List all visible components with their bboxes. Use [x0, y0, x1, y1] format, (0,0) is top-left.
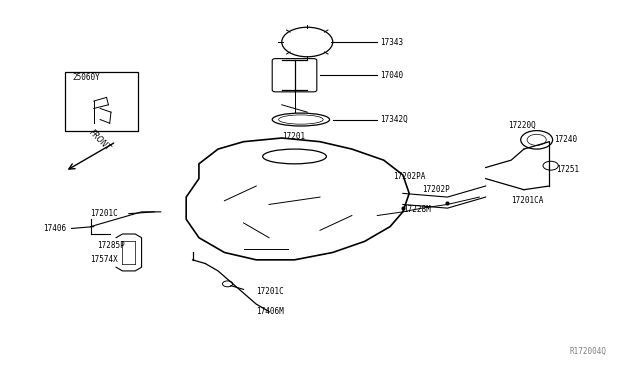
Text: 17201C: 17201C — [91, 209, 118, 218]
Text: 17202P: 17202P — [422, 185, 450, 194]
Text: 17342Q: 17342Q — [381, 115, 408, 124]
Text: 17251: 17251 — [556, 165, 579, 174]
Text: FRONT: FRONT — [88, 128, 112, 153]
Text: 17202PA: 17202PA — [394, 172, 426, 181]
Text: R172004Q: R172004Q — [570, 347, 607, 356]
Text: 17574X: 17574X — [91, 255, 118, 264]
Text: 17201CA: 17201CA — [511, 196, 543, 205]
Text: 17201: 17201 — [282, 132, 305, 141]
Text: 17040: 17040 — [381, 71, 404, 80]
Text: 17406: 17406 — [43, 224, 66, 233]
Text: 17220Q: 17220Q — [508, 121, 536, 129]
Text: 17228M: 17228M — [403, 205, 431, 215]
Text: 17240: 17240 — [554, 135, 578, 144]
Text: 17285P: 17285P — [97, 241, 125, 250]
Text: 17343: 17343 — [381, 38, 404, 46]
Text: 17201C: 17201C — [256, 287, 284, 296]
Text: 25060Y: 25060Y — [73, 73, 100, 81]
Text: 17406M: 17406M — [256, 307, 284, 316]
